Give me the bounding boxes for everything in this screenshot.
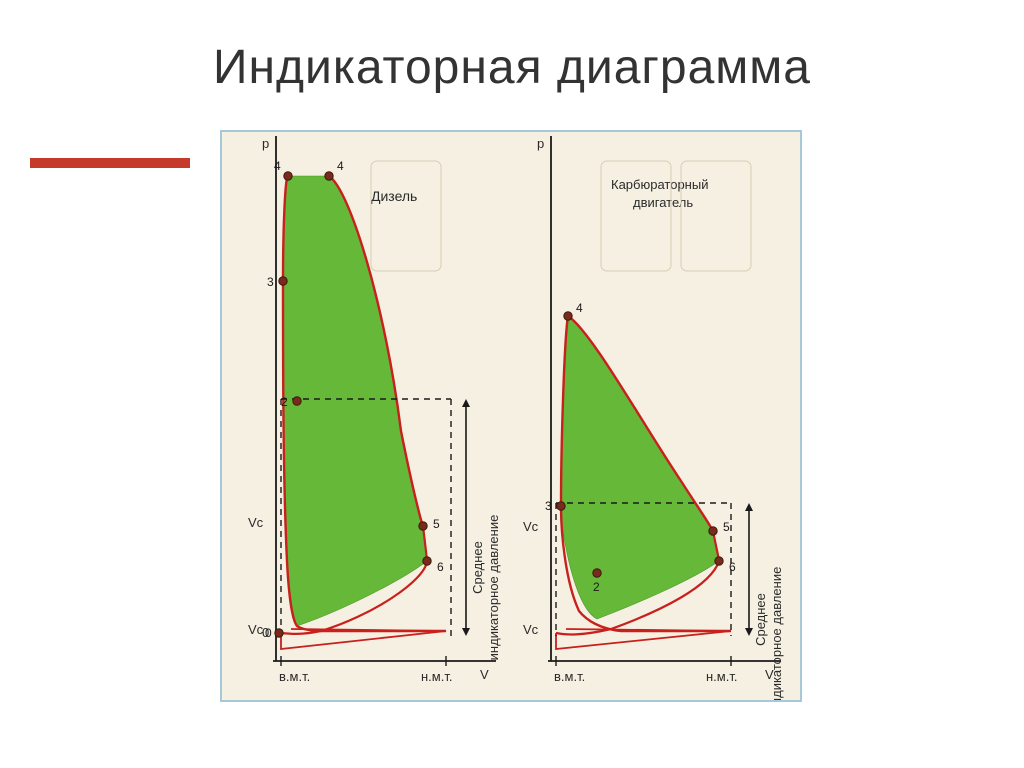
svg-text:индикаторное давление: индикаторное давление <box>486 515 501 661</box>
svg-text:3: 3 <box>545 499 552 513</box>
svg-text:Vс: Vс <box>523 519 539 534</box>
svg-text:p: p <box>537 136 544 151</box>
svg-text:н.м.т.: н.м.т. <box>421 669 452 684</box>
svg-text:Vс: Vс <box>248 515 264 530</box>
svg-text:2: 2 <box>281 395 288 409</box>
slide: Индикаторная диаграмма pVСреднееиндикато… <box>0 0 1024 768</box>
svg-text:4: 4 <box>576 301 583 315</box>
svg-text:6: 6 <box>729 560 736 574</box>
svg-text:Дизель: Дизель <box>371 188 417 204</box>
diagram-svg: pVСреднееиндикаторное давлениеVсVс0в.м.т… <box>221 131 801 701</box>
svg-text:4: 4 <box>337 159 344 173</box>
svg-text:индикаторное давление: индикаторное давление <box>769 567 784 701</box>
accent-bar <box>30 158 190 168</box>
svg-text:Карбюраторный: Карбюраторный <box>611 177 708 192</box>
svg-text:5: 5 <box>723 520 730 534</box>
svg-text:в.м.т.: в.м.т. <box>279 669 310 684</box>
svg-text:двигатель: двигатель <box>633 195 693 210</box>
svg-text:0: 0 <box>265 626 272 640</box>
svg-text:4: 4 <box>274 159 281 173</box>
svg-text:3: 3 <box>267 275 274 289</box>
svg-text:н.м.т.: н.м.т. <box>706 669 737 684</box>
svg-text:Среднее: Среднее <box>470 541 485 594</box>
svg-text:V: V <box>480 667 489 682</box>
svg-text:в.м.т.: в.м.т. <box>554 669 585 684</box>
svg-text:p: p <box>262 136 269 151</box>
svg-text:6: 6 <box>437 560 444 574</box>
indicator-diagram-figure: pVСреднееиндикаторное давлениеVсVс0в.м.т… <box>220 130 802 702</box>
svg-text:Vс: Vс <box>523 622 539 637</box>
svg-text:2: 2 <box>593 580 600 594</box>
svg-text:5: 5 <box>433 517 440 531</box>
slide-title: Индикаторная диаграмма <box>0 40 1024 95</box>
svg-text:Среднее: Среднее <box>753 593 768 646</box>
